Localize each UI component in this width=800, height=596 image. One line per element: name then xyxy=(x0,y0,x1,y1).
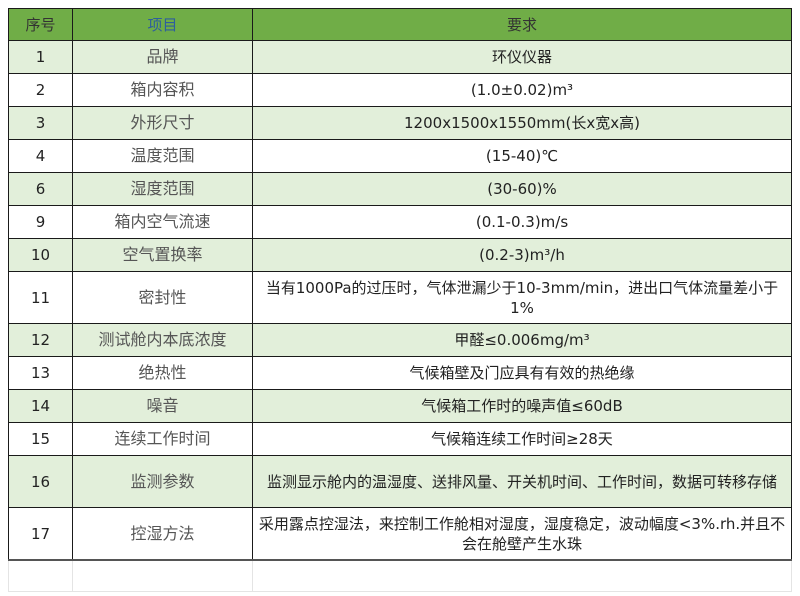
row-requirement: 1200x1500x1550mm(长x宽x高) xyxy=(252,106,792,140)
row-requirement: 监测显示舱内的温湿度、送排风量、开关机时间、工作时间，数据可转移存储 xyxy=(252,455,792,508)
row-requirement: (15-40)℃ xyxy=(252,139,792,173)
row-item: 箱内空气流速 xyxy=(72,205,253,239)
table-row: 11 密封性 当有1000Pa的过压时，气体泄漏少于10-3mm/min，进出口气体… xyxy=(8,271,792,324)
row-item: 温度范围 xyxy=(72,139,253,173)
empty-cell xyxy=(252,559,792,592)
table-row: 1 品牌 环仪仪器 xyxy=(8,40,792,74)
row-no: 10 xyxy=(8,238,73,272)
table-row: 4 温度范围 (15-40)℃ xyxy=(8,139,792,173)
row-requirement: (0.1-0.3)m/s xyxy=(252,205,792,239)
row-item: 空气置换率 xyxy=(72,238,253,272)
row-requirement: 气候箱壁及门应具有有效的热绝缘 xyxy=(252,356,792,390)
row-requirement: 当有1000Pa的过压时，气体泄漏少于10-3mm/min，进出口气体流量差小于… xyxy=(252,271,792,324)
row-item: 测试舱内本底浓度 xyxy=(72,323,253,357)
header-req: 要求 xyxy=(252,8,792,41)
table-row: 9 箱内空气流速 (0.1-0.3)m/s xyxy=(8,205,792,239)
row-no: 1 xyxy=(8,40,73,74)
header-no: 序号 xyxy=(8,8,73,41)
row-requirement: 甲醛≤0.006mg/m³ xyxy=(252,323,792,357)
row-no: 13 xyxy=(8,356,73,390)
row-no: 3 xyxy=(8,106,73,140)
row-requirement: 气候箱连续工作时间≥28天 xyxy=(252,422,792,456)
row-no: 4 xyxy=(8,139,73,173)
table-row: 3 外形尺寸 1200x1500x1550mm(长x宽x高) xyxy=(8,106,792,140)
row-item: 箱内容积 xyxy=(72,73,253,107)
table-row: 12 测试舱内本底浓度 甲醛≤0.006mg/m³ xyxy=(8,323,792,357)
table-row: 14 噪音 气候箱工作时的噪声值≤60dB xyxy=(8,389,792,423)
row-no: 14 xyxy=(8,389,73,423)
empty-cell xyxy=(72,559,253,592)
row-requirement: 气候箱工作时的噪声值≤60dB xyxy=(252,389,792,423)
table-row: 6 湿度范围 (30-60)% xyxy=(8,172,792,206)
row-item: 湿度范围 xyxy=(72,172,253,206)
header-item: 项目 xyxy=(72,8,253,41)
empty-cell xyxy=(8,559,73,592)
spec-table: 序号 项目 要求 1 品牌 环仪仪器 2 箱内容积 (1.0±0.02)m³ 3 外形尺寸 12… xyxy=(8,8,792,592)
row-item: 监测参数 xyxy=(72,455,253,508)
table-row: 16 监测参数 监测显示舱内的温湿度、送排风量、开关机时间、工作时间，数据可转移存储 xyxy=(8,455,792,508)
row-requirement: (1.0±0.02)m³ xyxy=(252,73,792,107)
row-requirement: 环仪仪器 xyxy=(252,40,792,74)
row-requirement: (30-60)% xyxy=(252,172,792,206)
table-row: 17 控湿方法 采用露点控湿法，来控制工作舱相对湿度，湿度稳定，波动幅度<3%.rh… xyxy=(8,507,792,561)
row-no: 15 xyxy=(8,422,73,456)
row-item: 连续工作时间 xyxy=(72,422,253,456)
row-no: 17 xyxy=(8,507,73,561)
header-row: 序号 项目 要求 xyxy=(8,8,792,41)
row-no: 2 xyxy=(8,73,73,107)
row-no: 16 xyxy=(8,455,73,508)
row-item: 品牌 xyxy=(72,40,253,74)
row-item: 密封性 xyxy=(72,271,253,324)
row-item: 外形尺寸 xyxy=(72,106,253,140)
row-requirement: 采用露点控湿法，来控制工作舱相对湿度，湿度稳定，波动幅度<3%.rh.并且不会在… xyxy=(252,507,792,561)
row-no: 9 xyxy=(8,205,73,239)
row-no: 12 xyxy=(8,323,73,357)
table-row: 10 空气置换率 (0.2-3)m³/h xyxy=(8,238,792,272)
row-no: 11 xyxy=(8,271,73,324)
row-requirement: (0.2-3)m³/h xyxy=(252,238,792,272)
row-item: 绝热性 xyxy=(72,356,253,390)
row-no: 6 xyxy=(8,172,73,206)
table-row: 13 绝热性 气候箱壁及门应具有有效的热绝缘 xyxy=(8,356,792,390)
table-row: 2 箱内容积 (1.0±0.02)m³ xyxy=(8,73,792,107)
empty-row xyxy=(8,559,792,592)
row-item: 噪音 xyxy=(72,389,253,423)
row-item: 控湿方法 xyxy=(72,507,253,561)
table-row: 15 连续工作时间 气候箱连续工作时间≥28天 xyxy=(8,422,792,456)
